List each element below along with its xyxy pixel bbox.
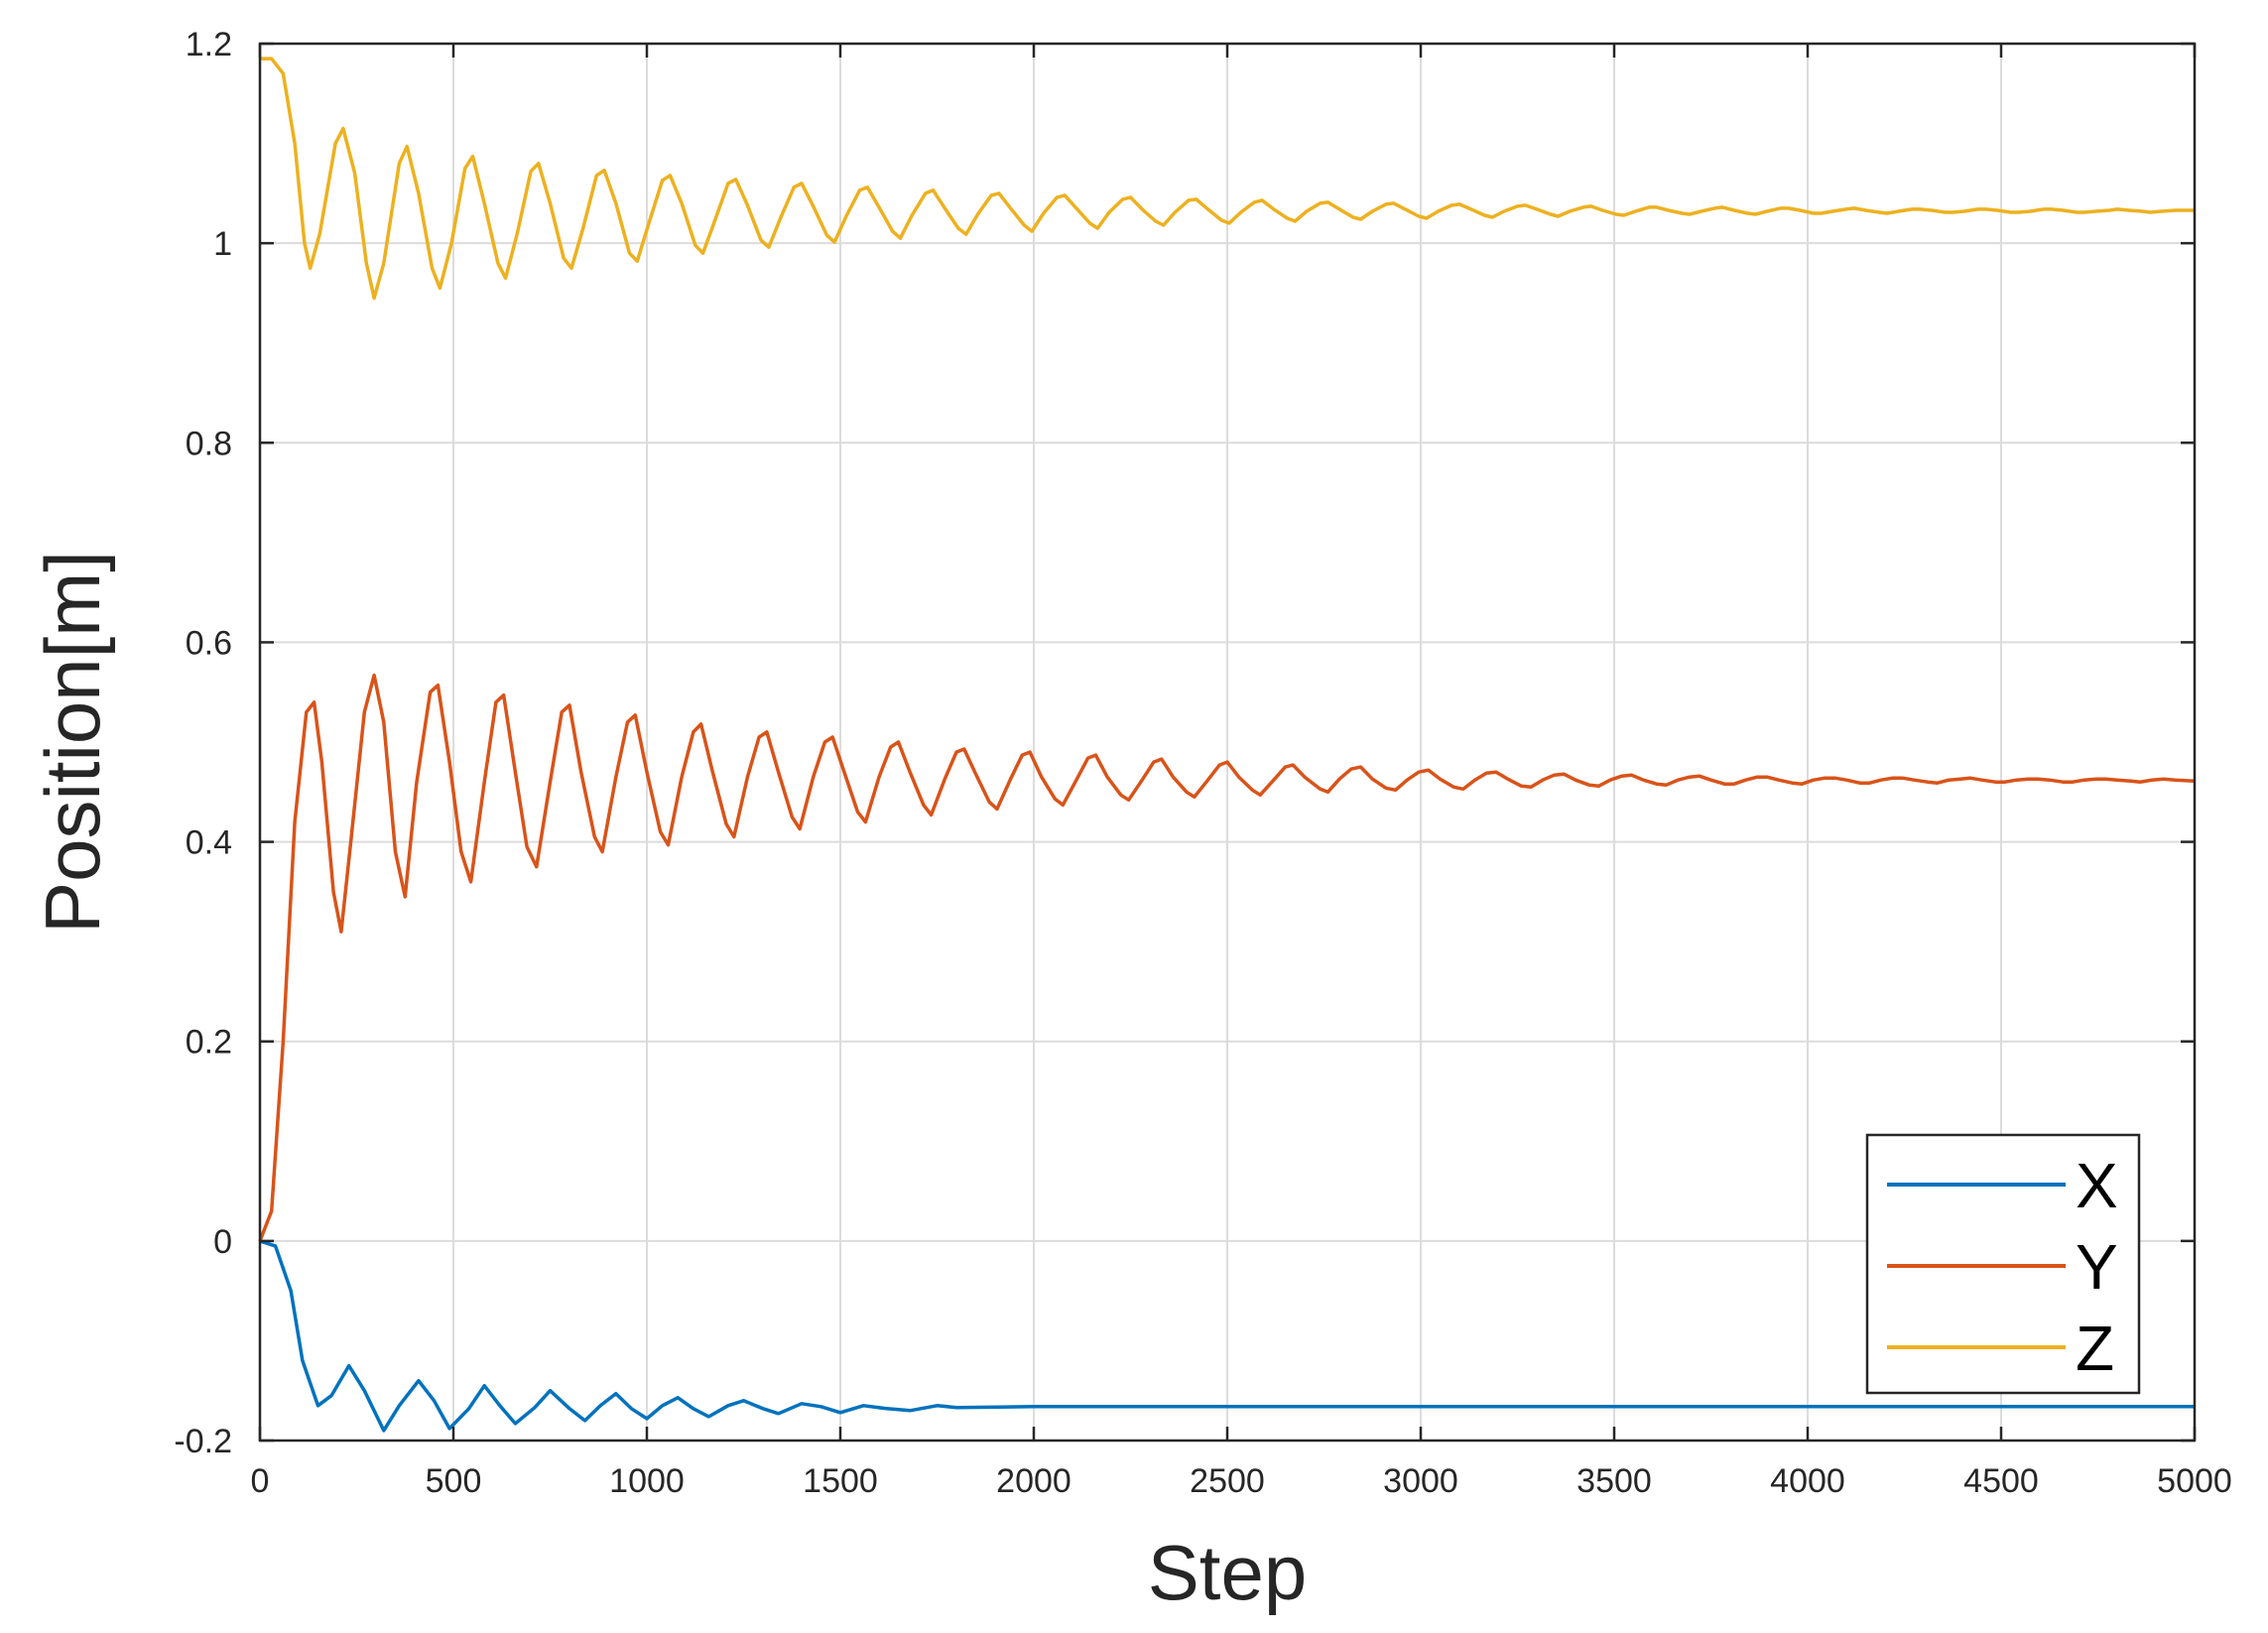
y-tick-label: 0.4 bbox=[186, 824, 232, 862]
x-tick-label: 1500 bbox=[803, 1462, 878, 1500]
y-tick-labels: -0.2 0 0.2 0.4 0.6 0.8 1 1.2 bbox=[174, 26, 232, 1460]
x-tick-label: 5000 bbox=[2157, 1462, 2232, 1500]
x-tick-label: 4000 bbox=[1770, 1462, 1845, 1500]
x-tick-label: 2500 bbox=[1190, 1462, 1265, 1500]
x-tick-label: 3000 bbox=[1383, 1462, 1458, 1500]
x-tick-label: 2000 bbox=[996, 1462, 1071, 1500]
y-tick-label: 1 bbox=[213, 225, 232, 263]
y-tick-label: 0.2 bbox=[186, 1024, 232, 1062]
series-line-y bbox=[258, 673, 2196, 1242]
plot-frame bbox=[258, 42, 2197, 1443]
x-tick-label: 3500 bbox=[1576, 1462, 1652, 1500]
legend-label-y: Y bbox=[2076, 1231, 2118, 1303]
series-line-z bbox=[260, 57, 2195, 301]
series-line-x bbox=[259, 1239, 2195, 1433]
x-tick-label: 500 bbox=[426, 1462, 482, 1500]
x-axis-label: Step bbox=[1148, 1529, 1307, 1616]
y-tick-label: 1.2 bbox=[186, 26, 232, 63]
y-axis-label: Position[m] bbox=[29, 551, 116, 934]
legend: XYZ bbox=[1865, 1133, 2141, 1395]
x-tick-label: 1000 bbox=[609, 1462, 685, 1500]
legend-label-z: Z bbox=[2076, 1313, 2114, 1384]
x-tick-label: 0 bbox=[251, 1462, 270, 1500]
x-tick-labels: 0 500 1000 1500 2000 2500 3000 3500 4000 4500 5000 bbox=[251, 1462, 2232, 1500]
series-lines bbox=[258, 57, 2196, 1433]
y-tick-label: -0.2 bbox=[174, 1423, 232, 1460]
legend-label-x: X bbox=[2076, 1150, 2118, 1221]
y-tick-label: 0 bbox=[213, 1223, 232, 1261]
x-tick-label: 4500 bbox=[1963, 1462, 2039, 1500]
y-tick-label: 0.8 bbox=[186, 425, 232, 462]
y-tick-label: 0.6 bbox=[186, 624, 232, 662]
